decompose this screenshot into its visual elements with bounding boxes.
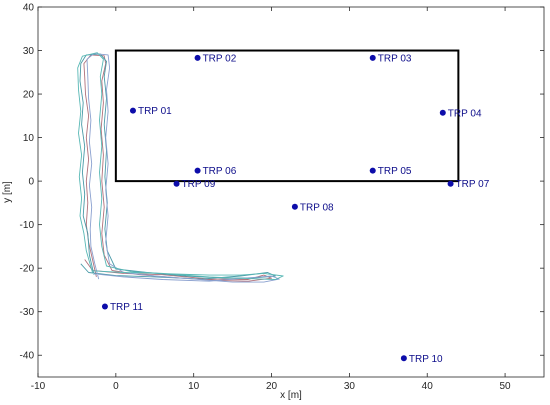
x-tick-label: 30 — [344, 381, 356, 392]
x-tick-label: 50 — [500, 381, 512, 392]
y-tick-label: 40 — [23, 3, 35, 14]
y-tick-label: -20 — [20, 264, 35, 275]
waypoint-label: TRP 07 — [456, 179, 490, 190]
x-tick-label: 10 — [188, 381, 200, 392]
trajectory-line — [79, 53, 276, 280]
waypoint-marker — [400, 355, 407, 362]
waypoint-marker — [129, 107, 136, 114]
waypoint-label: TRP 11 — [110, 302, 143, 313]
waypoint-marker — [439, 109, 446, 116]
waypoint-marker — [194, 54, 201, 61]
waypoint-label: TRP 04 — [448, 108, 482, 119]
waypoint-layer: TRP 01 TRP 02 TRP 03 TRP 04 TRP 05 TRP 06 TRP … — [101, 53, 490, 365]
x-tick-label: 0 — [113, 381, 119, 392]
waypoint-marker — [447, 180, 454, 187]
bounding-rectangle-layer — [114, 49, 460, 183]
trajectory-layer — [77, 52, 284, 283]
waypoint-marker — [369, 54, 376, 61]
waypoint-label: TRP 08 — [300, 202, 334, 213]
tick-layer: -10 0 10 20 30 40 50 -40 -30 -20 -10 0 10 20 30 40 — [20, 3, 544, 392]
y-axis-label: y [m] — [2, 181, 13, 203]
trajectory-line — [86, 53, 280, 283]
waypoint-label: TRP 10 — [409, 354, 443, 365]
waypoint-marker — [194, 167, 201, 174]
waypoint-label: TRP 01 — [138, 106, 172, 117]
axes-frame — [37, 6, 545, 378]
waypoint-marker — [369, 167, 376, 174]
y-tick-label: 0 — [28, 177, 34, 188]
waypoint-label: TRP 05 — [378, 166, 412, 177]
waypoint-label: TRP 02 — [203, 53, 237, 64]
x-tick-label: 40 — [422, 381, 434, 392]
y-tick-label: -30 — [20, 307, 35, 318]
waypoint-marker — [291, 203, 298, 210]
trajectory-line — [77, 52, 284, 280]
y-tick-label: -40 — [20, 351, 35, 362]
y-tick-label: -10 — [20, 220, 35, 231]
waypoint-marker — [173, 180, 180, 187]
waypoint-marker — [101, 303, 108, 310]
x-tick-label: 20 — [266, 381, 278, 392]
waypoint-label: TRP 09 — [182, 179, 216, 190]
x-axis-label: x [m] — [280, 390, 302, 401]
bounding-rectangle — [114, 49, 460, 183]
x-tick-label: -10 — [31, 381, 46, 392]
waypoint-label: TRP 06 — [203, 166, 237, 177]
y-tick-label: 10 — [23, 133, 35, 144]
axes-box — [37, 6, 545, 378]
waypoint-label: TRP 03 — [378, 53, 412, 64]
y-tick-label: 30 — [23, 46, 35, 57]
y-tick-label: 20 — [23, 90, 35, 101]
trajectory-line — [83, 54, 272, 282]
